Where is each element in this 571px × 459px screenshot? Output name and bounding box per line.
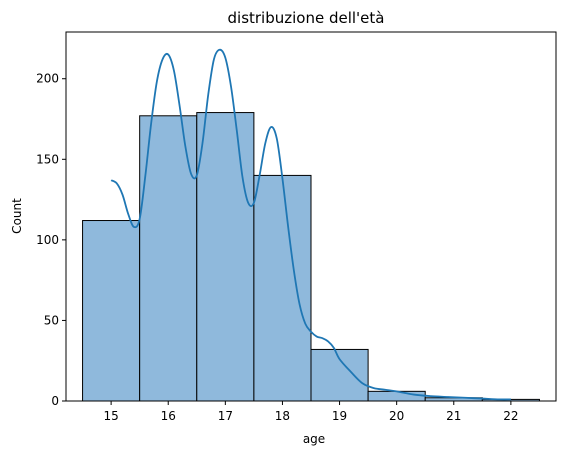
bar-18 xyxy=(253,174,312,402)
x-axis-ticks: 15 16 17 18 19 20 21 22 xyxy=(103,401,519,423)
x-tick-label: 19 xyxy=(332,409,347,423)
plot-frame xyxy=(65,31,557,402)
chart-title: distribuzione dell'età xyxy=(228,9,385,27)
y-tick-label: 0 xyxy=(51,394,59,408)
y-tick-label: 100 xyxy=(36,233,59,247)
bar-20 xyxy=(367,390,426,402)
x-tick-label: 15 xyxy=(103,409,118,423)
x-tick-label: 17 xyxy=(218,409,233,423)
y-tick-label: 50 xyxy=(44,313,59,327)
bar-15 xyxy=(82,220,141,402)
x-tick-label: 22 xyxy=(503,409,518,423)
bar-16 xyxy=(139,115,198,402)
y-tick-label: 200 xyxy=(36,72,59,86)
x-tick-label: 21 xyxy=(446,409,461,423)
x-axis-label: age xyxy=(303,432,325,446)
y-axis-label: Count xyxy=(10,198,24,234)
bars-group xyxy=(82,112,540,402)
x-tick-label: 16 xyxy=(161,409,176,423)
y-axis-ticks: 0 50 100 150 200 xyxy=(36,72,66,408)
bar-17 xyxy=(196,112,255,402)
bar-19 xyxy=(310,348,369,402)
kde-curve xyxy=(110,48,511,401)
y-tick-label: 150 xyxy=(36,152,59,166)
x-tick-label: 20 xyxy=(389,409,404,423)
x-tick-label: 18 xyxy=(275,409,290,423)
